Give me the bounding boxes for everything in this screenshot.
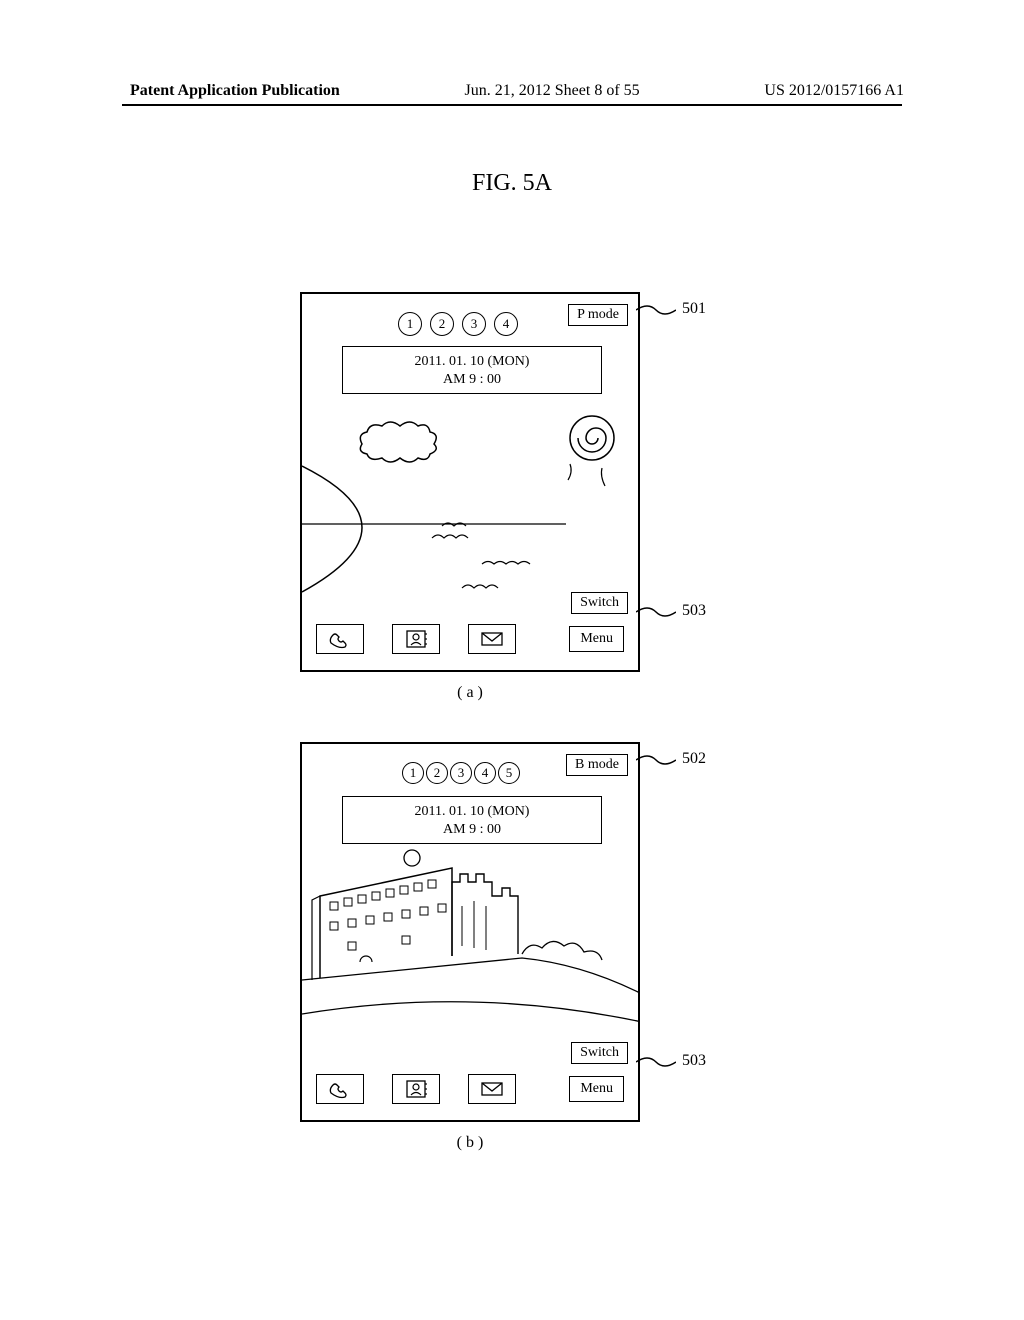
panel-sublabel-b: ( b ) <box>300 1134 640 1152</box>
header-center: Jun. 21, 2012 Sheet 8 of 55 <box>465 82 640 100</box>
phone-icon[interactable] <box>316 624 364 654</box>
time-text: AM 9 : 00 <box>343 371 601 389</box>
phone-screen-b: 1 2 3 4 5 B mode 2011. 01. 10 (MON) AM 9… <box>300 742 640 1122</box>
panel-b-wrap: 1 2 3 4 5 B mode 2011. 01. 10 (MON) AM 9… <box>300 742 640 1122</box>
status-indicator-row-a: 1 2 3 4 <box>398 312 518 336</box>
callout-503a: 503 <box>682 602 706 620</box>
status-circle: 3 <box>450 762 472 784</box>
callout-line-501 <box>636 300 676 320</box>
switch-button-b[interactable]: Switch <box>571 1042 628 1064</box>
status-circle: 2 <box>430 312 454 336</box>
datetime-box-b: 2011. 01. 10 (MON) AM 9 : 00 <box>342 796 602 844</box>
status-circle: 3 <box>462 312 486 336</box>
status-circle: 1 <box>402 762 424 784</box>
time-text: AM 9 : 00 <box>343 821 601 839</box>
city-scene-icon <box>302 846 638 1070</box>
panel-a-wrap: 1 2 3 4 P mode 2011. 01. 10 (MON) AM 9 :… <box>300 292 640 672</box>
date-text: 2011. 01. 10 (MON) <box>343 353 601 371</box>
contacts-icon[interactable] <box>392 624 440 654</box>
bottom-icon-row-b: Menu <box>302 1072 638 1106</box>
phone-screen-a: 1 2 3 4 P mode 2011. 01. 10 (MON) AM 9 :… <box>300 292 640 672</box>
figure-title: FIG. 5A <box>0 170 1024 197</box>
header-left: Patent Application Publication <box>130 82 340 100</box>
wallpaper-scene-a <box>302 396 638 620</box>
menu-button-a[interactable]: Menu <box>569 626 624 652</box>
date-text: 2011. 01. 10 (MON) <box>343 803 601 821</box>
callout-501: 501 <box>682 300 706 318</box>
datetime-box-a: 2011. 01. 10 (MON) AM 9 : 00 <box>342 346 602 394</box>
bottom-icon-row-a: Menu <box>302 622 638 656</box>
switch-button-a[interactable]: Switch <box>571 592 628 614</box>
mail-icon[interactable] <box>468 624 516 654</box>
status-circle: 1 <box>398 312 422 336</box>
status-circle: 4 <box>494 312 518 336</box>
callout-502: 502 <box>682 750 706 768</box>
mode-indicator-a: P mode <box>568 304 628 326</box>
status-indicator-row-b: 1 2 3 4 5 <box>402 762 520 784</box>
status-circle: 4 <box>474 762 496 784</box>
page-header: Patent Application Publication Jun. 21, … <box>0 82 1024 100</box>
header-rule <box>122 104 902 106</box>
callout-line-503a <box>636 602 676 622</box>
callout-line-502 <box>636 750 676 770</box>
contacts-icon[interactable] <box>392 1074 440 1104</box>
callout-503b: 503 <box>682 1052 706 1070</box>
beach-scene-icon <box>302 396 638 620</box>
mode-indicator-b: B mode <box>566 754 628 776</box>
status-circle: 2 <box>426 762 448 784</box>
wallpaper-scene-b <box>302 846 638 1070</box>
callout-line-503b <box>636 1052 676 1072</box>
panel-sublabel-a: ( a ) <box>300 684 640 702</box>
menu-button-b[interactable]: Menu <box>569 1076 624 1102</box>
phone-icon[interactable] <box>316 1074 364 1104</box>
header-right: US 2012/0157166 A1 <box>764 82 904 100</box>
status-circle: 5 <box>498 762 520 784</box>
mail-icon[interactable] <box>468 1074 516 1104</box>
